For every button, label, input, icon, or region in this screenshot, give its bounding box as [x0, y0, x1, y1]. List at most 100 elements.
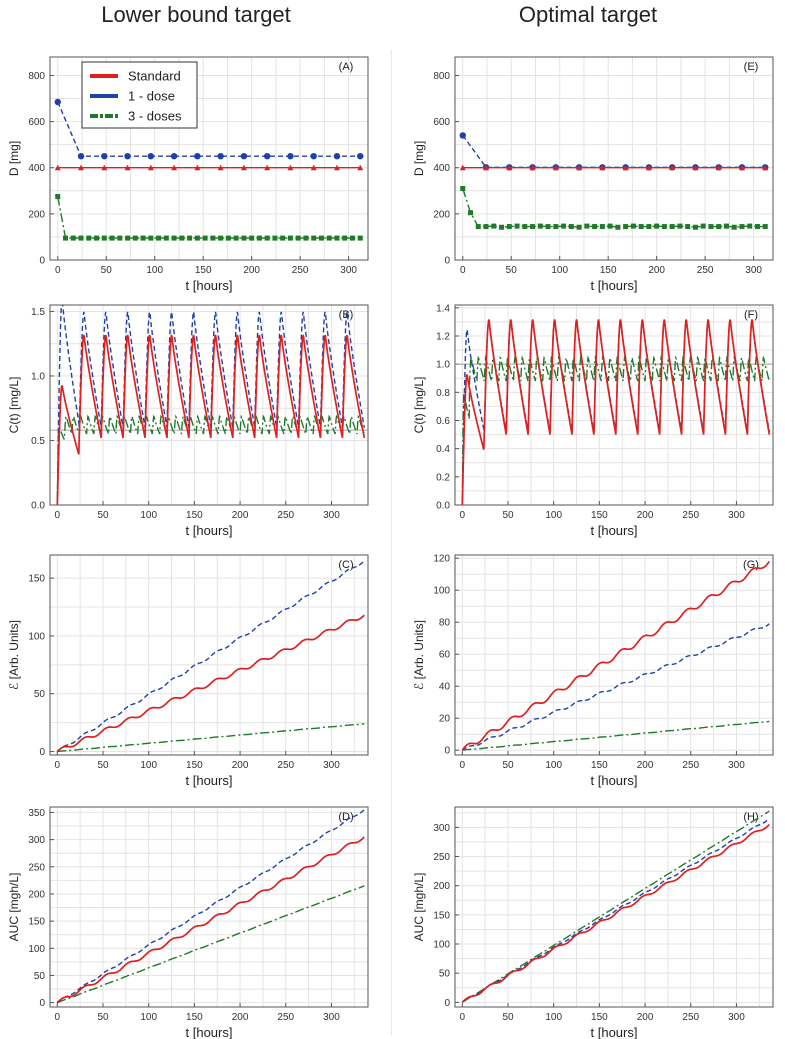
chart-panel-a: 0 50 100 150 200 250 300 0 200 400 600 800 t [hours]…	[7, 56, 369, 293]
data-point-three-doses	[156, 235, 162, 241]
series-line-standard	[56, 334, 366, 505]
y-tick-label: 1.5	[31, 307, 45, 318]
series-line-three-doses	[462, 720, 770, 751]
legend: Standard 1 - dose 3 - doses	[81, 61, 198, 129]
y-tick-label: 800	[433, 71, 450, 82]
data-point-three-doses	[101, 235, 107, 241]
plot-area	[461, 560, 770, 751]
y-tick-label: 100	[433, 940, 450, 951]
data-point-standard	[78, 164, 85, 171]
data-point-standard	[357, 164, 364, 171]
y-tick-label: 0.0	[31, 501, 45, 512]
y-tick-label: 1.0	[31, 371, 45, 382]
x-tick-label: 250	[277, 1012, 294, 1023]
series-line-three-doses	[57, 196, 361, 239]
y-tick-label: 100	[28, 944, 45, 955]
data-point-three-doses	[747, 223, 753, 229]
data-point-one-dose	[217, 152, 224, 160]
data-point-three-doses	[70, 235, 76, 241]
data-point-three-doses	[468, 210, 474, 216]
panel-label: (E)	[744, 61, 759, 73]
chart-panel-f: 0 50 100 150 200 250 300 0.0 0.2 0.4 0.6 0.8 1.0 1.2 1…	[412, 303, 774, 538]
data-point-three-doses	[669, 224, 675, 230]
x-tick-label: 300	[728, 1012, 745, 1023]
plot-area	[459, 132, 769, 230]
data-point-standard	[576, 164, 583, 171]
chart-panel-d: 0 50 100 150 200 250 300 0 50 100 150 200 250 300 350 t…	[7, 806, 369, 1039]
x-tick-label: 250	[697, 265, 714, 276]
data-point-one-dose	[310, 152, 317, 160]
data-point-one-dose	[170, 152, 178, 160]
y-tick-label: 0	[39, 998, 45, 1009]
data-point-one-dose	[240, 152, 248, 160]
data-point-standard	[669, 164, 676, 171]
data-point-one-dose	[101, 152, 108, 160]
data-point-three-doses	[171, 235, 177, 241]
data-point-standard	[101, 164, 108, 171]
y-tick-label: 120	[433, 554, 450, 565]
x-tick-label: 100	[146, 265, 163, 276]
x-axis-label: t [hours]	[591, 773, 638, 788]
x-tick-label: 0	[460, 265, 466, 276]
data-point-standard	[264, 164, 271, 171]
plot-frame	[49, 554, 369, 756]
data-point-one-dose	[77, 152, 85, 160]
panel-label: (C)	[338, 559, 353, 571]
y-tick-label: 0	[444, 998, 450, 1009]
x-tick-label: 300	[728, 510, 745, 521]
data-point-three-doses	[506, 224, 512, 230]
column-title-lower-bound: Lower bound target	[101, 2, 291, 27]
x-tick-label: 150	[186, 760, 203, 771]
panel-label: (F)	[744, 309, 758, 321]
series-line-three-doses	[461, 810, 770, 1003]
data-point-three-doses	[530, 224, 536, 230]
data-point-three-doses	[584, 223, 590, 229]
data-point-standard	[217, 164, 224, 171]
x-tick-label: 300	[340, 265, 357, 276]
y-tick-label: 150	[28, 917, 45, 928]
x-tick-label: 150	[600, 265, 617, 276]
data-point-three-doses	[754, 224, 760, 230]
x-tick-label: 200	[243, 265, 260, 276]
x-tick-label: 100	[140, 760, 157, 771]
y-axis-label: D [mg]	[412, 141, 426, 176]
panel-label: (H)	[743, 811, 758, 823]
x-tick-label: 100	[140, 1012, 157, 1023]
data-point-three-doses	[545, 224, 551, 230]
y-tick-label: 200	[28, 889, 45, 900]
data-point-three-doses	[225, 235, 231, 241]
data-point-three-doses	[256, 235, 262, 241]
x-tick-label: 50	[97, 510, 109, 521]
x-tick-label: 50	[101, 265, 113, 276]
legend-label-standard: Standard	[128, 69, 181, 84]
data-point-one-dose	[263, 152, 271, 160]
legend-label-three-doses: 3 - doses	[128, 109, 182, 124]
y-tick-label: 0.4	[436, 444, 450, 455]
y-tick-label: 50	[34, 689, 46, 700]
x-tick-label: 50	[506, 265, 518, 276]
plot-area	[50, 305, 368, 505]
y-tick-label: 0.2	[436, 472, 450, 483]
series-line-three-doses	[57, 885, 365, 1004]
x-tick-label: 100	[545, 1012, 562, 1023]
y-tick-label: 0.0	[436, 501, 450, 512]
x-tick-label: 50	[502, 510, 514, 521]
data-point-standard	[483, 164, 490, 171]
data-point-three-doses	[716, 224, 722, 230]
series-line-one-dose	[461, 623, 770, 751]
chart-panel-c: 0 50 100 150 200 250 300 0 50 100 150 t [hours] ℰ [A…	[7, 554, 369, 788]
data-point-standard	[552, 164, 559, 171]
x-tick-label: 0	[55, 510, 61, 521]
x-tick-label: 100	[545, 510, 562, 521]
series-line-one-dose	[56, 560, 365, 753]
x-tick-label: 200	[232, 760, 249, 771]
plot-area	[56, 809, 365, 1004]
plot-area	[54, 98, 364, 241]
y-tick-label: 1.4	[436, 303, 450, 314]
panel-label: (D)	[338, 811, 353, 823]
data-point-three-doses	[194, 235, 200, 241]
data-point-three-doses	[63, 235, 69, 241]
panel-label: (A)	[339, 61, 354, 73]
data-point-three-doses	[685, 224, 691, 230]
